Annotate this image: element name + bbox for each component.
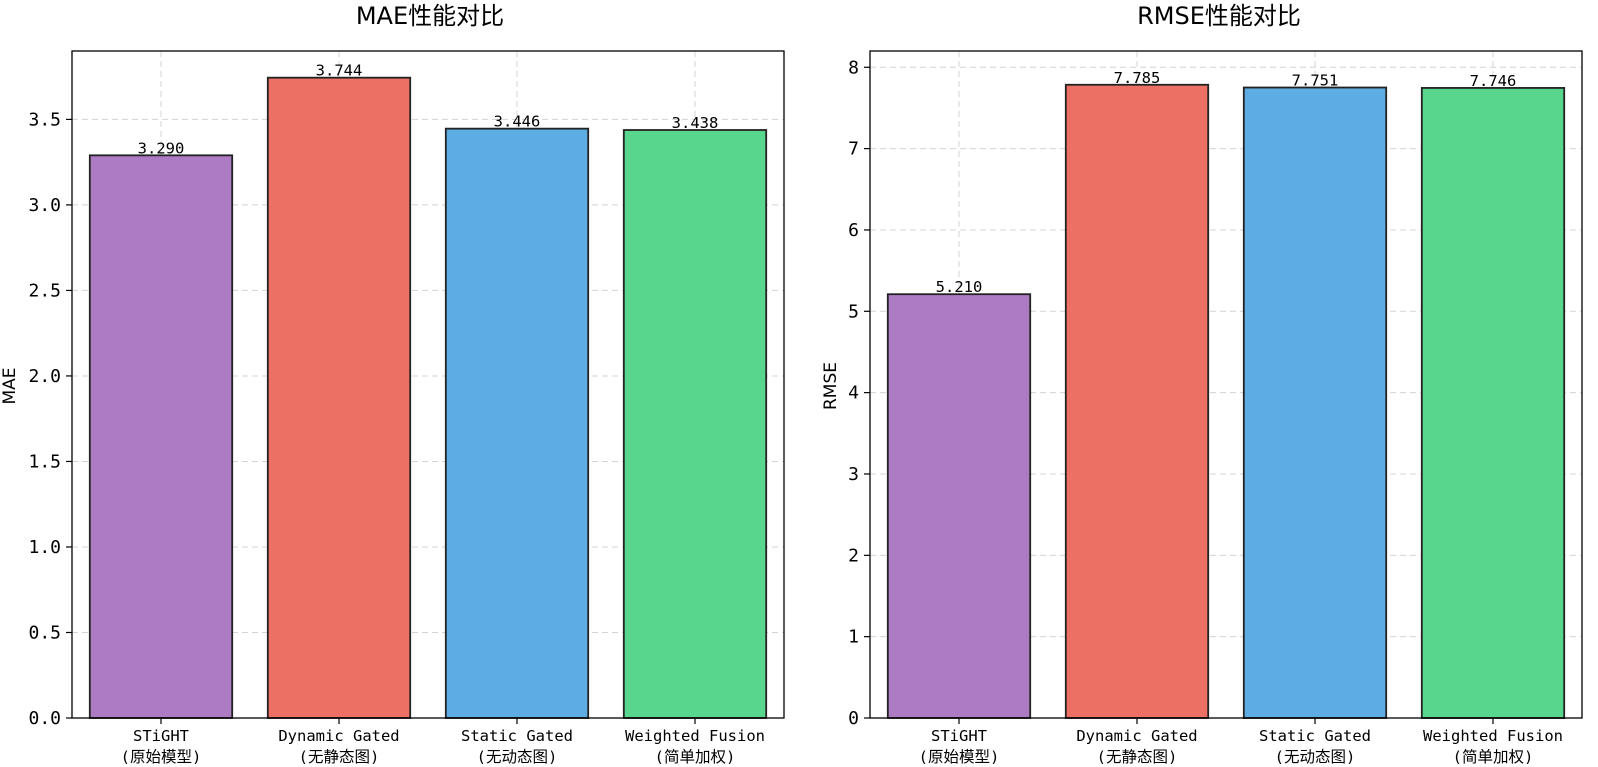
mae-bar <box>622 129 768 719</box>
mae-bar <box>88 154 234 719</box>
mae-y-tick-label: 0.0 <box>28 708 61 729</box>
mae-x-ticks: STiGHT (原始模型) Dynamic Gated (无静态图) Static Ga… <box>121 718 765 766</box>
rmse-x-tick-sublabel: (无动态图) <box>1275 748 1356 766</box>
rmse-bars <box>886 83 1566 719</box>
mae-bars <box>88 76 768 719</box>
rmse-bar <box>1242 86 1388 719</box>
rmse-x-tick-sublabel: (原始模型) <box>919 748 1000 766</box>
mae-value-label: 3.744 <box>316 62 363 80</box>
rmse-value-labels: 5.210 7.785 7.751 7.746 <box>936 69 1517 296</box>
rmse-y-axis-label: RMSE <box>821 362 841 410</box>
rmse-chart: RMSE性能对比 0 1 2 3 4 5 6 7 8 STiGHT (原始模型) Dynamic G… <box>821 2 1583 766</box>
mae-bar <box>444 127 590 719</box>
rmse-y-tick-label: 1 <box>848 627 859 648</box>
rmse-y-tick-label: 6 <box>848 220 859 241</box>
mae-x-tick-sublabel: (无动态图) <box>477 748 558 766</box>
mae-bar <box>266 76 412 719</box>
mae-value-labels: 3.290 3.744 3.446 3.438 <box>138 62 719 158</box>
mae-y-tick-label: 3.0 <box>28 195 61 216</box>
rmse-y-tick-label: 2 <box>848 545 859 566</box>
rmse-value-label: 7.746 <box>1470 72 1517 90</box>
mae-chart: MAE性能对比 0.0 0.5 1.0 1.5 2.0 2.5 3.0 3.5 STiGHT (… <box>0 2 785 766</box>
rmse-x-tick-label: Dynamic Gated <box>1076 727 1197 745</box>
rmse-y-tick-label: 0 <box>848 708 859 729</box>
mae-y-tick-label: 2.5 <box>28 280 61 301</box>
mae-x-tick-label: STiGHT <box>133 727 189 745</box>
mae-y-tick-label: 3.5 <box>28 109 61 130</box>
rmse-plot-frame <box>869 50 1583 719</box>
rmse-bar <box>886 293 1032 719</box>
mae-plot-frame <box>71 50 785 719</box>
mae-value-label: 3.438 <box>672 114 719 132</box>
mae-x-tick-label: Weighted Fusion <box>625 727 765 745</box>
mae-value-label: 3.446 <box>494 113 541 131</box>
rmse-x-tick-sublabel: (无静态图) <box>1097 748 1178 766</box>
mae-y-tick-label: 2.0 <box>28 366 61 387</box>
mae-x-tick-sublabel: (原始模型) <box>121 748 202 766</box>
rmse-value-label: 5.210 <box>936 278 983 296</box>
rmse-y-tick-label: 5 <box>848 301 859 322</box>
rmse-bar <box>1064 83 1210 719</box>
mae-x-tick-sublabel: (简单加权) <box>655 748 736 766</box>
mae-chart-title: MAE性能对比 <box>356 2 504 30</box>
mae-value-label: 3.290 <box>138 139 185 157</box>
rmse-y-ticks: 0 1 2 3 4 5 6 7 8 <box>848 57 870 729</box>
mae-y-ticks: 0.0 0.5 1.0 1.5 2.0 2.5 3.0 3.5 <box>28 109 72 729</box>
rmse-x-tick-label: Static Gated <box>1259 727 1371 745</box>
mae-x-tick-label: Static Gated <box>461 727 573 745</box>
rmse-x-tick-label: STiGHT <box>931 727 987 745</box>
mae-y-tick-label: 1.0 <box>28 537 61 558</box>
rmse-chart-title: RMSE性能对比 <box>1137 2 1301 30</box>
mae-x-tick-sublabel: (无静态图) <box>299 748 380 766</box>
mae-y-tick-label: 1.5 <box>28 451 61 472</box>
mae-x-tick-label: Dynamic Gated <box>278 727 399 745</box>
rmse-x-ticks: STiGHT (原始模型) Dynamic Gated (无静态图) Static Ga… <box>919 718 1563 766</box>
rmse-y-tick-label: 3 <box>848 464 859 485</box>
rmse-x-tick-sublabel: (简单加权) <box>1453 748 1534 766</box>
rmse-x-tick-label: Weighted Fusion <box>1423 727 1563 745</box>
rmse-y-tick-label: 4 <box>848 383 859 404</box>
mae-y-axis-label: MAE <box>0 367 20 404</box>
rmse-value-label: 7.785 <box>1114 69 1161 87</box>
rmse-y-tick-label: 8 <box>848 57 859 78</box>
rmse-bar <box>1420 87 1566 719</box>
mae-y-tick-label: 0.5 <box>28 622 61 643</box>
rmse-value-label: 7.751 <box>1292 72 1339 90</box>
rmse-y-tick-label: 7 <box>848 139 859 160</box>
